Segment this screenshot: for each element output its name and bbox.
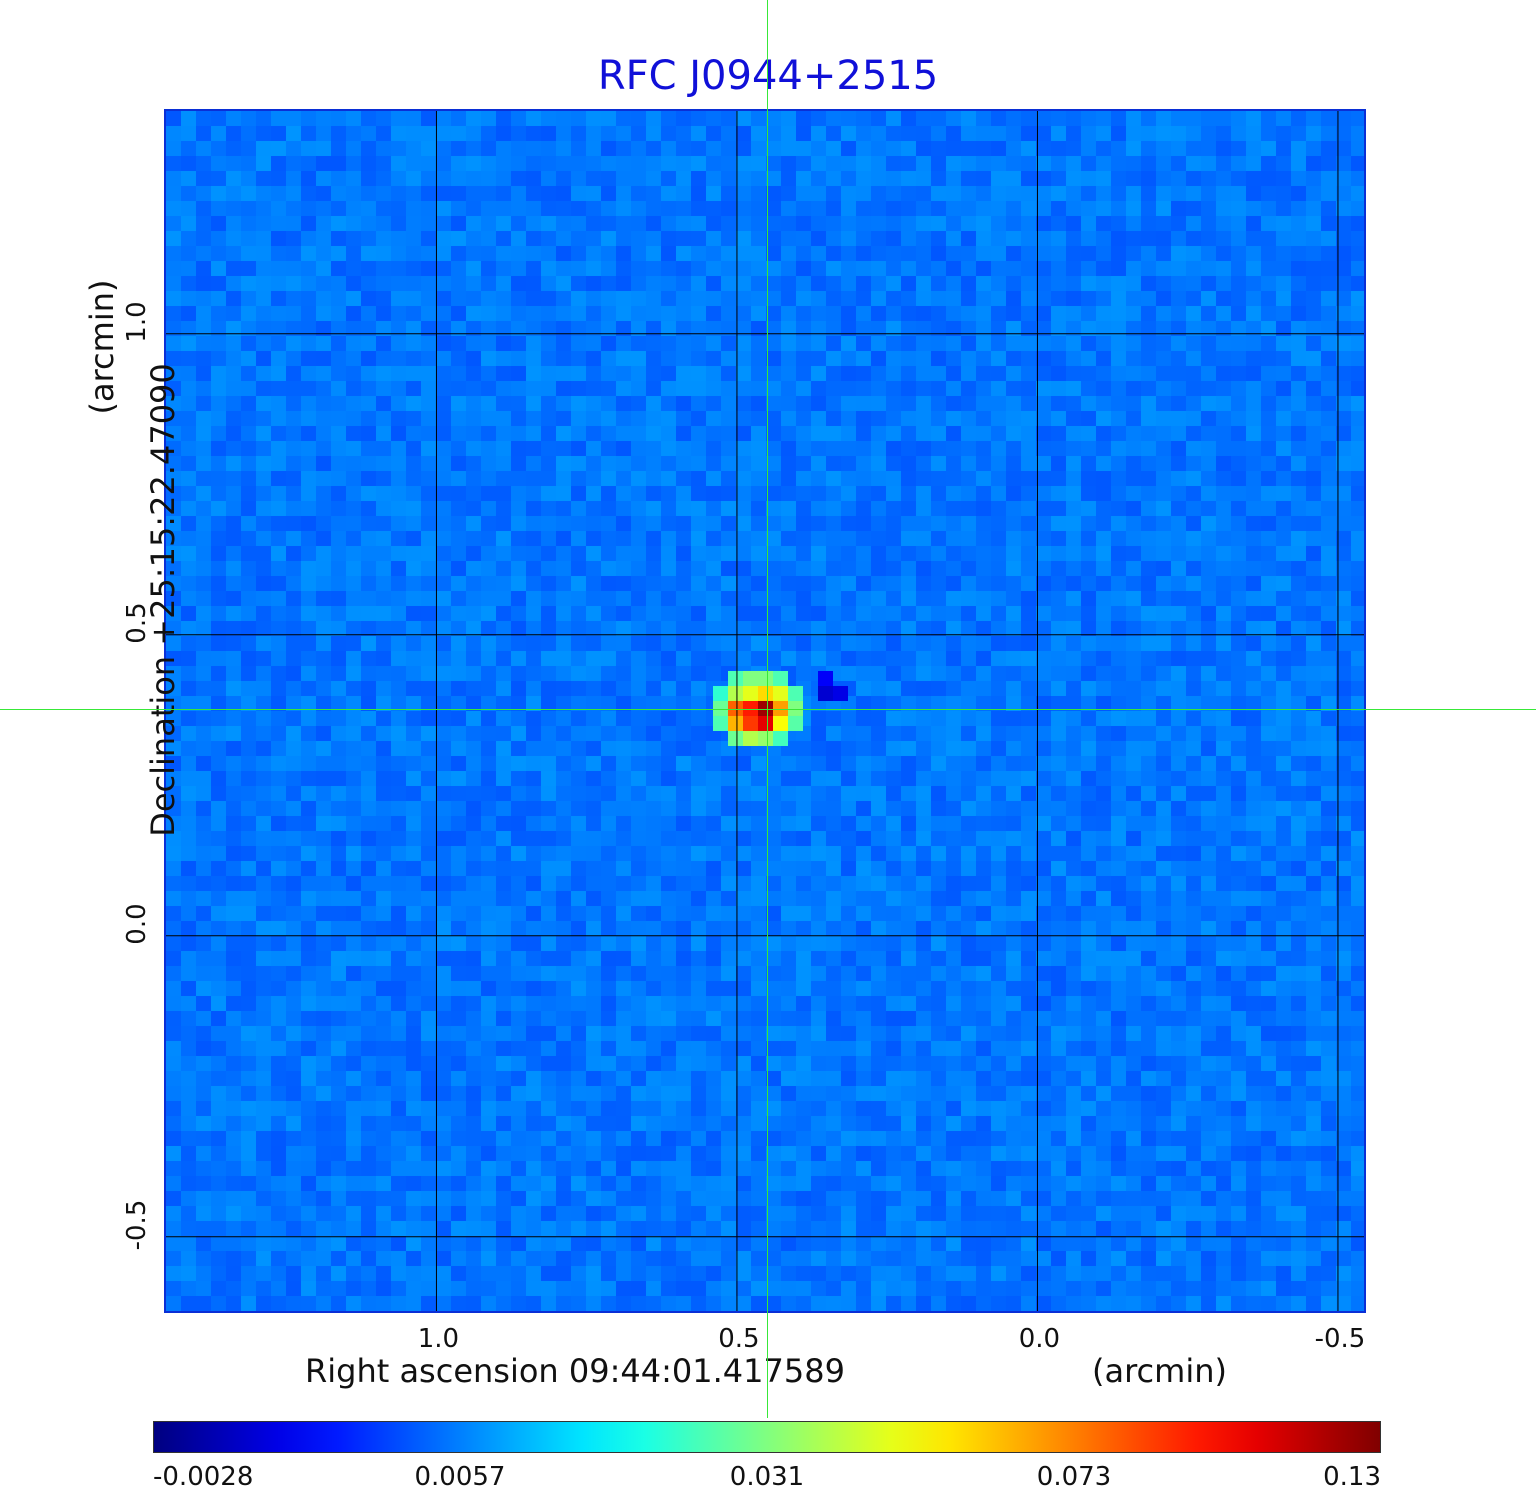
source-pixel xyxy=(788,715,803,731)
source-pixel xyxy=(788,685,803,701)
map-svg xyxy=(166,111,1364,1311)
source-pixel xyxy=(773,670,788,686)
source-pixel xyxy=(728,670,743,686)
source-pixel xyxy=(818,670,833,686)
source-pixel xyxy=(758,685,773,701)
source-pixel xyxy=(773,715,788,731)
source-pixel xyxy=(773,730,788,746)
crosshair-horizontal xyxy=(0,709,1536,710)
source-pixel xyxy=(833,685,848,701)
x-tick-label: 1.0 xyxy=(417,1324,460,1354)
x-axis-label: Right ascension 09:44:01.417589 xyxy=(305,1352,845,1390)
colorbar-tick-label: 0.031 xyxy=(729,1462,805,1492)
source-pixel xyxy=(773,700,788,716)
colorbar-tick-label: -0.0028 xyxy=(153,1462,254,1492)
source-pixel xyxy=(713,715,728,731)
source-pixel xyxy=(743,700,758,716)
source-pixel xyxy=(728,700,743,716)
source-pixel xyxy=(818,685,833,701)
source-pixel xyxy=(728,685,743,701)
y-axis-label: Declination +25:15:22.47090 xyxy=(144,363,182,837)
source-pixel xyxy=(758,670,773,686)
source-pixel xyxy=(728,715,743,731)
image-map[interactable] xyxy=(164,109,1366,1313)
y-tick-label: -0.5 xyxy=(122,1199,152,1251)
source-pixel xyxy=(743,685,758,701)
source-pixel xyxy=(728,730,743,746)
colorbar-tick-label: 0.0057 xyxy=(414,1462,506,1492)
crosshair-vertical xyxy=(767,0,768,1418)
source-pixel xyxy=(773,685,788,701)
chart-title: RFC J0944+2515 xyxy=(597,53,939,99)
colorbar-tick-label: 0.13 xyxy=(1323,1462,1381,1492)
source-pixel xyxy=(713,700,728,716)
source-pixel xyxy=(713,685,728,701)
map-noise-cells xyxy=(166,111,1364,1311)
source-pixel xyxy=(743,670,758,686)
x-tick-label: 0.0 xyxy=(1018,1324,1061,1354)
colorbar-tick-label: 0.073 xyxy=(1036,1462,1112,1492)
y-axis-unit: (arcmin) xyxy=(83,279,121,415)
x-tick-label: 0.5 xyxy=(718,1324,760,1354)
source-pixel xyxy=(743,730,758,746)
x-axis-unit: (arcmin) xyxy=(1092,1352,1227,1390)
source-pixel xyxy=(758,730,773,746)
source-blob xyxy=(713,670,848,746)
source-pixel xyxy=(758,700,773,716)
source-pixel xyxy=(743,715,758,731)
x-tick-label: -0.5 xyxy=(1314,1324,1366,1354)
source-pixel xyxy=(788,700,803,716)
colorbar xyxy=(153,1421,1381,1453)
source-pixel xyxy=(758,715,773,731)
